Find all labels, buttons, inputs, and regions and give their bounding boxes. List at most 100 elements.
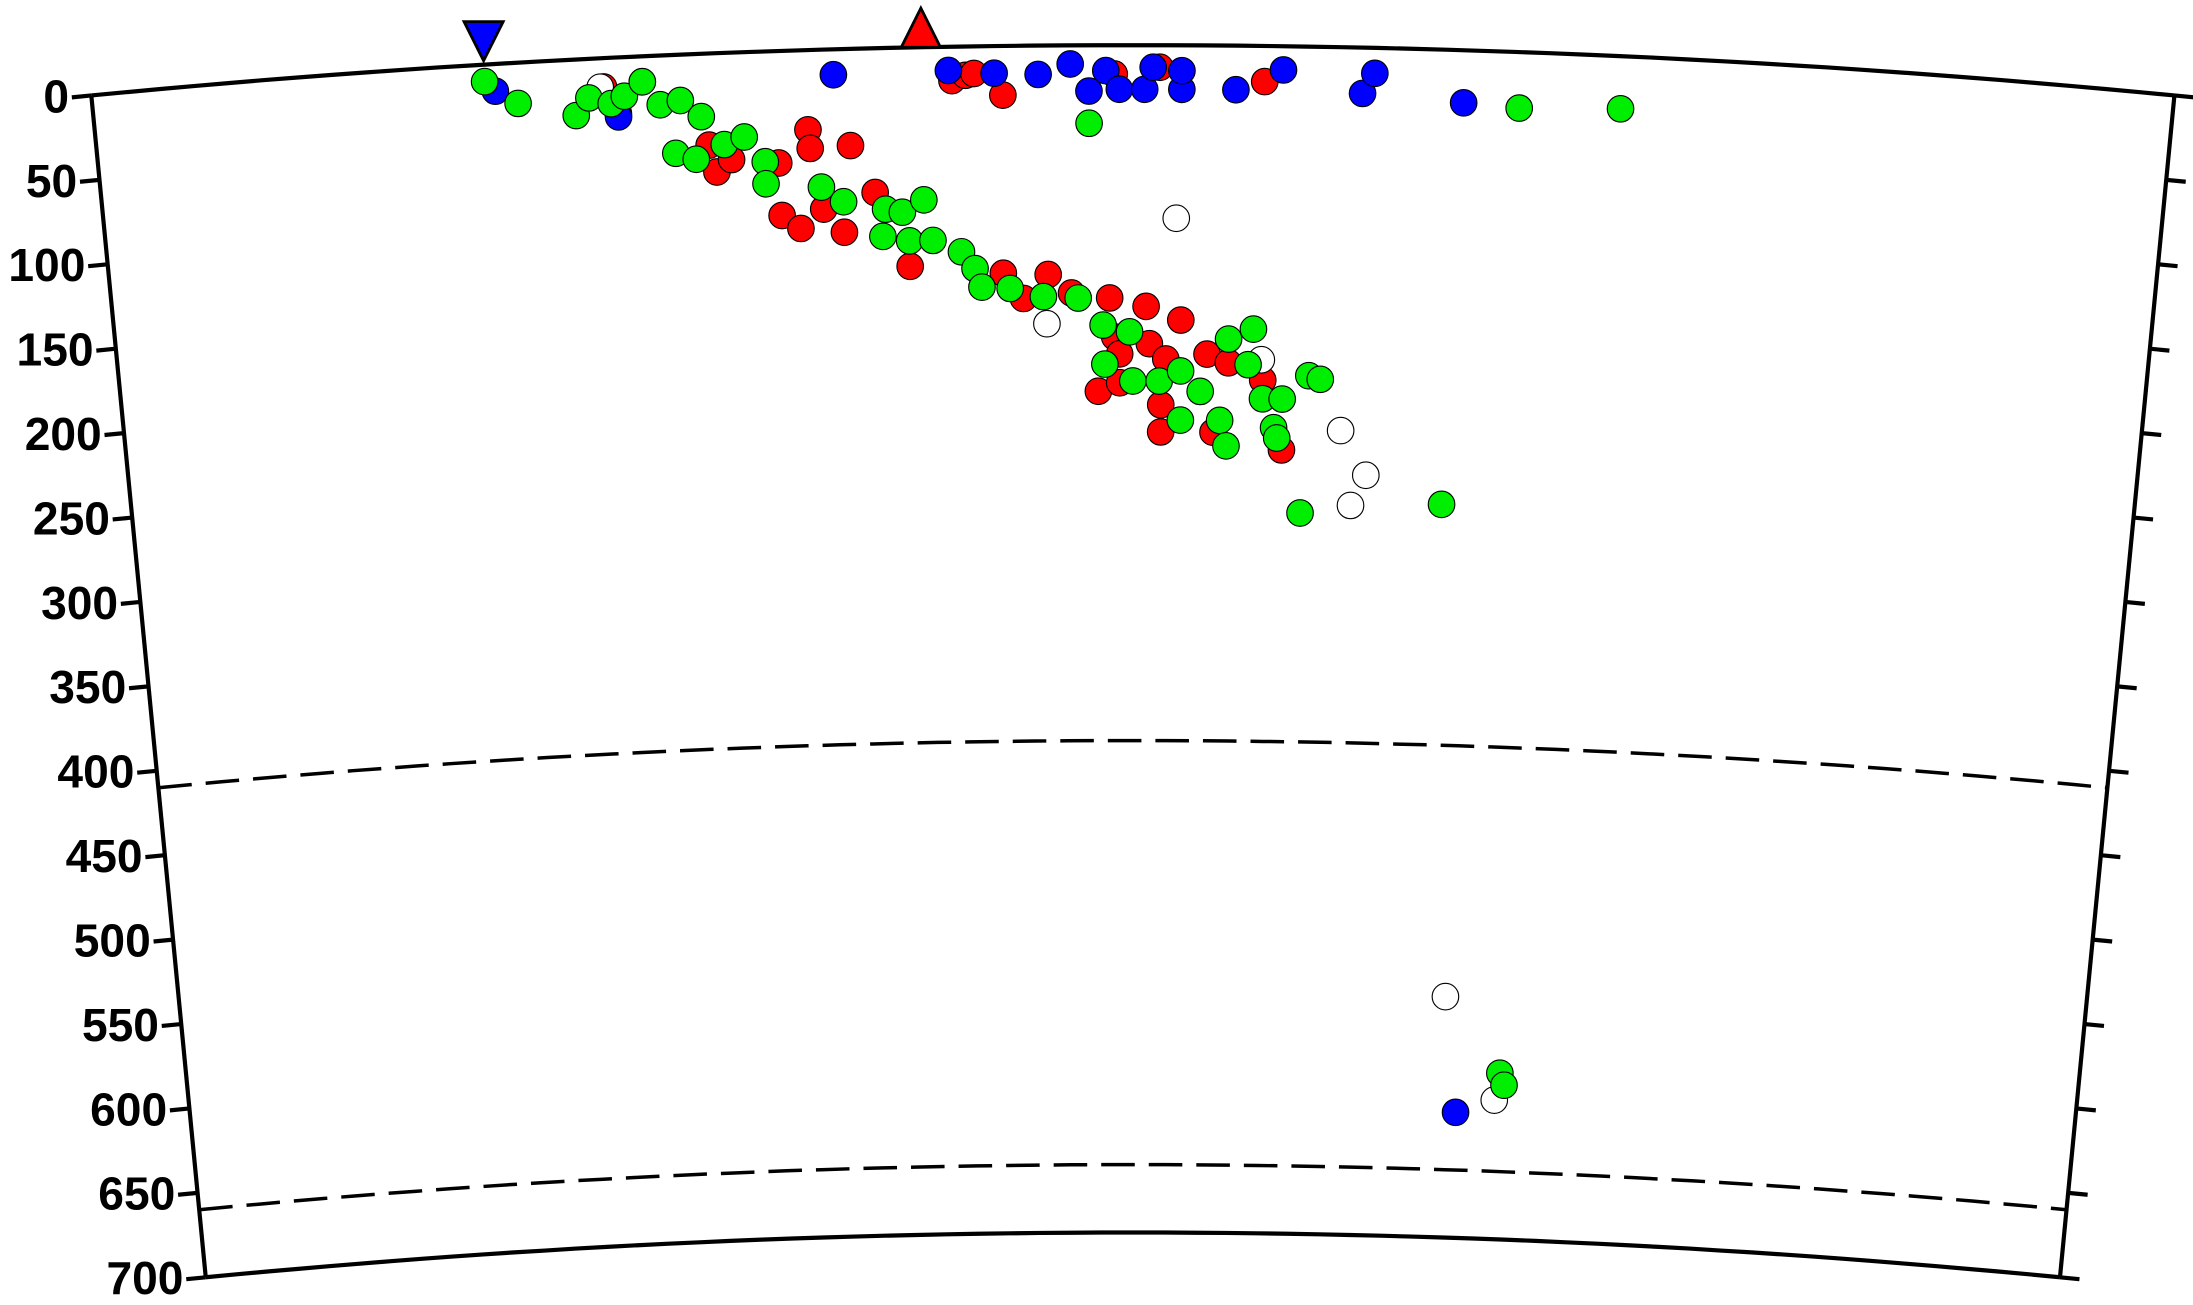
event-point bbox=[1306, 365, 1335, 394]
event-point bbox=[869, 222, 897, 251]
y-tick bbox=[96, 346, 117, 353]
event-point bbox=[919, 226, 947, 255]
event-point bbox=[1212, 432, 1240, 460]
y-tick-label: 400 bbox=[57, 746, 134, 798]
y-tick-right bbox=[2149, 346, 2170, 353]
y-tick-label: 450 bbox=[66, 830, 143, 882]
event-point bbox=[1075, 109, 1103, 138]
y-tick-right bbox=[2084, 1021, 2105, 1029]
event-point bbox=[996, 274, 1025, 303]
y-tick-right bbox=[2108, 768, 2129, 775]
event-point bbox=[909, 186, 938, 214]
y-tick-label: 600 bbox=[90, 1083, 167, 1135]
event-point bbox=[687, 102, 716, 131]
discontinuity-line bbox=[158, 738, 2108, 790]
y-tick-label: 0 bbox=[43, 70, 69, 122]
event-point bbox=[1268, 385, 1297, 413]
event-point bbox=[1269, 56, 1298, 84]
event-point bbox=[1105, 75, 1134, 104]
y-tick-label: 350 bbox=[49, 661, 126, 713]
y-tick-label: 50 bbox=[26, 155, 77, 207]
event-point bbox=[1075, 77, 1103, 105]
y-tick bbox=[71, 93, 92, 100]
event-point bbox=[1095, 284, 1124, 312]
y-tick bbox=[169, 1106, 190, 1113]
y-tick-label: 150 bbox=[17, 324, 94, 376]
event-point bbox=[1166, 306, 1195, 334]
y-tick bbox=[128, 684, 149, 691]
event-point bbox=[1348, 79, 1377, 108]
y-tick bbox=[79, 177, 100, 184]
event-point bbox=[829, 187, 858, 216]
y-tick bbox=[137, 768, 157, 775]
y-tick bbox=[153, 937, 174, 944]
event-point bbox=[628, 67, 657, 96]
event-point bbox=[1286, 499, 1314, 527]
event-point bbox=[1427, 490, 1456, 519]
y-tick-right bbox=[2133, 515, 2154, 522]
event-point bbox=[1606, 94, 1635, 123]
event-point bbox=[1262, 424, 1291, 452]
event-point bbox=[836, 131, 865, 160]
event-point bbox=[1431, 982, 1460, 1011]
event-point bbox=[888, 198, 917, 227]
event-point bbox=[896, 252, 925, 281]
event-point bbox=[682, 145, 711, 174]
y-tick-label: 100 bbox=[8, 239, 85, 291]
event-point bbox=[1166, 406, 1195, 434]
y-tick-label: 500 bbox=[74, 915, 151, 967]
y-tick-right bbox=[2076, 1106, 2097, 1113]
y-tick bbox=[186, 1275, 206, 1282]
y-tick-right bbox=[2166, 177, 2186, 184]
event-point bbox=[1168, 56, 1196, 85]
y-tick-right bbox=[2067, 1190, 2088, 1197]
event-point bbox=[1490, 1071, 1518, 1100]
section-bottom bbox=[205, 1230, 2061, 1280]
y-tick-right bbox=[2100, 853, 2121, 860]
event-point bbox=[1360, 59, 1389, 88]
event-point bbox=[1505, 94, 1534, 122]
y-tick-right bbox=[2125, 599, 2146, 606]
y-tick-right bbox=[2174, 93, 2193, 100]
event-point bbox=[1222, 75, 1250, 104]
y-tick-label: 700 bbox=[106, 1252, 183, 1304]
y-tick-label: 300 bbox=[41, 577, 118, 629]
surface-marker bbox=[899, 4, 943, 49]
event-point bbox=[1326, 416, 1355, 445]
event-point bbox=[895, 227, 924, 255]
event-point bbox=[1234, 350, 1262, 379]
event-point bbox=[1091, 350, 1119, 378]
event-point bbox=[730, 123, 759, 151]
event-point bbox=[1162, 204, 1191, 233]
event-point bbox=[1064, 284, 1093, 312]
y-tick-label: 250 bbox=[33, 492, 110, 544]
event-point bbox=[470, 67, 499, 96]
discontinuity-line bbox=[198, 1162, 2067, 1212]
y-tick-right bbox=[2116, 684, 2137, 691]
event-point bbox=[1119, 367, 1147, 395]
event-point bbox=[1033, 309, 1061, 338]
y-tick-label: 650 bbox=[98, 1168, 175, 1220]
event-point bbox=[1205, 406, 1234, 435]
event-point bbox=[1239, 315, 1268, 343]
y-tick bbox=[145, 853, 166, 860]
y-tick-label: 550 bbox=[82, 999, 159, 1051]
event-point bbox=[1029, 282, 1058, 311]
y-tick bbox=[87, 262, 108, 269]
y-tick-right bbox=[2059, 1275, 2080, 1282]
event-point bbox=[1449, 88, 1478, 117]
y-tick bbox=[104, 431, 125, 438]
event-point bbox=[787, 214, 815, 243]
event-point bbox=[1056, 50, 1085, 78]
y-tick-right bbox=[2092, 937, 2113, 944]
event-point bbox=[504, 89, 532, 118]
event-point bbox=[1336, 491, 1365, 520]
event-point bbox=[968, 273, 996, 301]
y-tick bbox=[177, 1190, 198, 1197]
section-top bbox=[91, 43, 2175, 98]
event-point bbox=[1214, 325, 1243, 353]
event-point bbox=[1024, 60, 1052, 89]
event-point bbox=[1115, 317, 1144, 346]
event-point bbox=[1089, 311, 1117, 339]
